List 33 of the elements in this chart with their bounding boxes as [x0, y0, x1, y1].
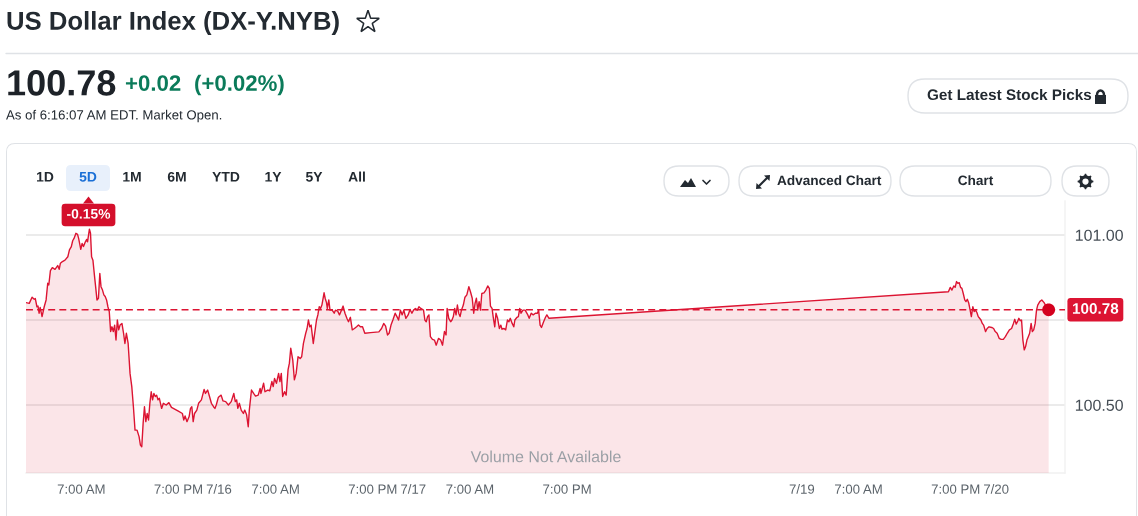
x-tick-label: 7/19 — [789, 484, 815, 494]
x-tick-label: 7:00 PM — [931, 484, 980, 494]
x-tick-label: 7/17 — [401, 484, 426, 494]
text: 6M — [167, 171, 186, 182]
text: YTD — [212, 172, 240, 182]
text: As of 6:16:07 AM EDT. Market Open. — [6, 109, 222, 123]
text: +0.02 — [125, 75, 181, 91]
text: 5D — [79, 172, 97, 182]
annotation: Volume Not Available — [470, 450, 621, 463]
text: Advanced Chart — [777, 175, 882, 186]
text: All — [348, 171, 365, 182]
text: 100.78 — [8, 70, 116, 96]
text: Chart — [958, 175, 994, 186]
y-tick-label: 100.50 — [1075, 399, 1123, 411]
text: 5Y — [305, 172, 323, 182]
x-tick-label: 7:00 AM — [446, 484, 494, 494]
chart-title: US Dollar Index (DX-Y.NYB) — [7, 11, 339, 35]
text: (+0.02%) — [195, 74, 284, 96]
x-tick-label: 7/16 — [206, 484, 232, 494]
x-tick-label: 7:00 AM — [835, 484, 882, 494]
text: 1Y — [265, 172, 282, 182]
text: Get Latest Stock Picks — [927, 88, 1092, 101]
x-tick-label: 7:00 PM — [543, 484, 591, 494]
x-tick-label: 7:00 AM — [252, 484, 299, 494]
x-tick-label: 7:00 PM — [348, 484, 397, 494]
ref-line-label: 100.78 — [1072, 303, 1119, 314]
x-tick-label: 7/20 — [984, 484, 1009, 494]
y-tick-label: 101.00 — [1075, 229, 1123, 241]
annotation: -0.15% — [67, 208, 111, 219]
text: 1D — [37, 172, 54, 182]
x-tick-label: 7:00 AM — [57, 484, 105, 494]
x-tick-label: 7:00 PM — [154, 484, 202, 494]
text: 1M — [123, 172, 141, 182]
